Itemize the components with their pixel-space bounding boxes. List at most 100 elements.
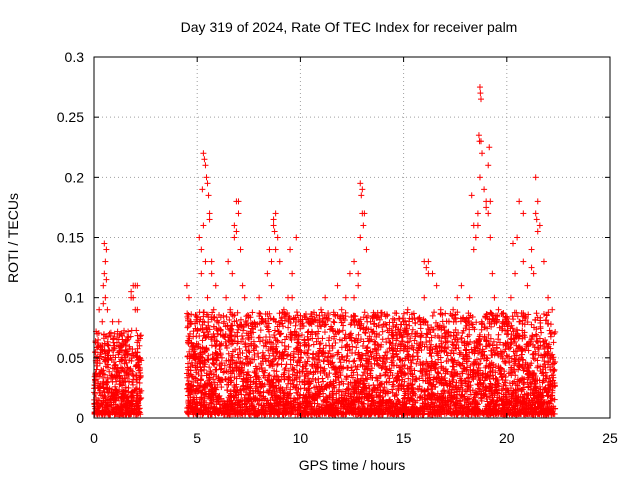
data-point bbox=[116, 377, 123, 384]
data-point bbox=[226, 316, 233, 323]
data-point bbox=[413, 360, 420, 367]
data-point bbox=[315, 375, 322, 382]
data-point bbox=[127, 333, 134, 340]
data-point bbox=[108, 401, 115, 408]
data-point bbox=[228, 352, 235, 359]
data-point bbox=[107, 396, 114, 403]
data-point bbox=[112, 387, 119, 394]
data-point bbox=[99, 391, 106, 398]
data-point bbox=[136, 405, 143, 412]
data-point bbox=[133, 327, 140, 334]
data-point bbox=[137, 395, 144, 402]
data-point bbox=[106, 330, 113, 337]
data-point bbox=[514, 313, 521, 320]
data-point bbox=[123, 400, 130, 407]
data-point bbox=[133, 392, 140, 399]
data-point bbox=[133, 379, 140, 386]
data-point bbox=[94, 397, 101, 404]
data-point bbox=[137, 374, 144, 381]
data-point bbox=[137, 365, 144, 372]
data-point bbox=[127, 367, 134, 374]
data-point bbox=[131, 406, 138, 413]
data-layer bbox=[91, 84, 559, 418]
data-point bbox=[115, 404, 122, 411]
data-point bbox=[257, 338, 264, 345]
data-point bbox=[94, 353, 101, 360]
data-point bbox=[361, 309, 368, 316]
data-point bbox=[119, 358, 126, 365]
data-point bbox=[97, 370, 104, 377]
data-point bbox=[343, 342, 350, 349]
data-point bbox=[273, 361, 280, 368]
data-point bbox=[126, 357, 133, 364]
data-point bbox=[121, 360, 128, 367]
data-point bbox=[292, 322, 299, 329]
data-point bbox=[326, 326, 333, 333]
data-point bbox=[132, 386, 139, 393]
data-point bbox=[391, 310, 398, 317]
data-point bbox=[364, 344, 371, 351]
data-point bbox=[316, 357, 323, 364]
data-point bbox=[348, 364, 355, 371]
data-point bbox=[104, 386, 111, 393]
data-point bbox=[198, 368, 205, 375]
data-point bbox=[186, 348, 193, 355]
data-point bbox=[495, 331, 502, 338]
data-point bbox=[116, 410, 123, 417]
data-point bbox=[112, 383, 119, 390]
data-point bbox=[210, 360, 217, 367]
data-point bbox=[132, 363, 139, 370]
data-point bbox=[130, 376, 137, 383]
data-point bbox=[117, 364, 124, 371]
data-point bbox=[133, 385, 140, 392]
data-point bbox=[93, 373, 100, 380]
data-point bbox=[130, 407, 137, 414]
data-point bbox=[257, 327, 264, 334]
data-point bbox=[428, 334, 435, 341]
data-point bbox=[469, 321, 476, 328]
data-point bbox=[110, 406, 117, 413]
data-point bbox=[429, 312, 436, 319]
data-point bbox=[114, 390, 121, 397]
data-point bbox=[321, 329, 328, 336]
data-point bbox=[130, 381, 137, 388]
data-point bbox=[101, 340, 108, 347]
data-point bbox=[130, 352, 137, 359]
data-point bbox=[113, 395, 120, 402]
data-point bbox=[121, 352, 128, 359]
data-point bbox=[104, 364, 111, 371]
data-point bbox=[465, 310, 472, 317]
data-point bbox=[313, 338, 320, 345]
data-point bbox=[515, 343, 522, 350]
data-point bbox=[123, 409, 130, 416]
data-point bbox=[128, 392, 135, 399]
data-point bbox=[106, 385, 113, 392]
data-point bbox=[126, 370, 133, 377]
data-point bbox=[123, 348, 130, 355]
data-point bbox=[125, 328, 132, 335]
data-point bbox=[126, 343, 133, 350]
data-point bbox=[122, 384, 129, 391]
data-point bbox=[108, 375, 115, 382]
data-point bbox=[125, 371, 132, 378]
data-point bbox=[129, 346, 136, 353]
data-point bbox=[94, 362, 101, 369]
data-point bbox=[124, 364, 131, 371]
data-point bbox=[243, 353, 250, 360]
data-point bbox=[116, 372, 123, 379]
data-point bbox=[122, 348, 129, 355]
data-point bbox=[116, 347, 123, 354]
data-point bbox=[106, 368, 113, 375]
data-point bbox=[110, 352, 117, 359]
data-point bbox=[538, 329, 545, 336]
data-point bbox=[279, 320, 286, 327]
data-point bbox=[188, 311, 195, 318]
data-point bbox=[110, 359, 117, 366]
data-point bbox=[103, 333, 110, 340]
data-point bbox=[353, 344, 360, 351]
data-point bbox=[92, 385, 99, 392]
data-point bbox=[132, 411, 139, 418]
data-point bbox=[280, 323, 287, 330]
data-point bbox=[331, 319, 338, 326]
data-point bbox=[266, 372, 273, 379]
